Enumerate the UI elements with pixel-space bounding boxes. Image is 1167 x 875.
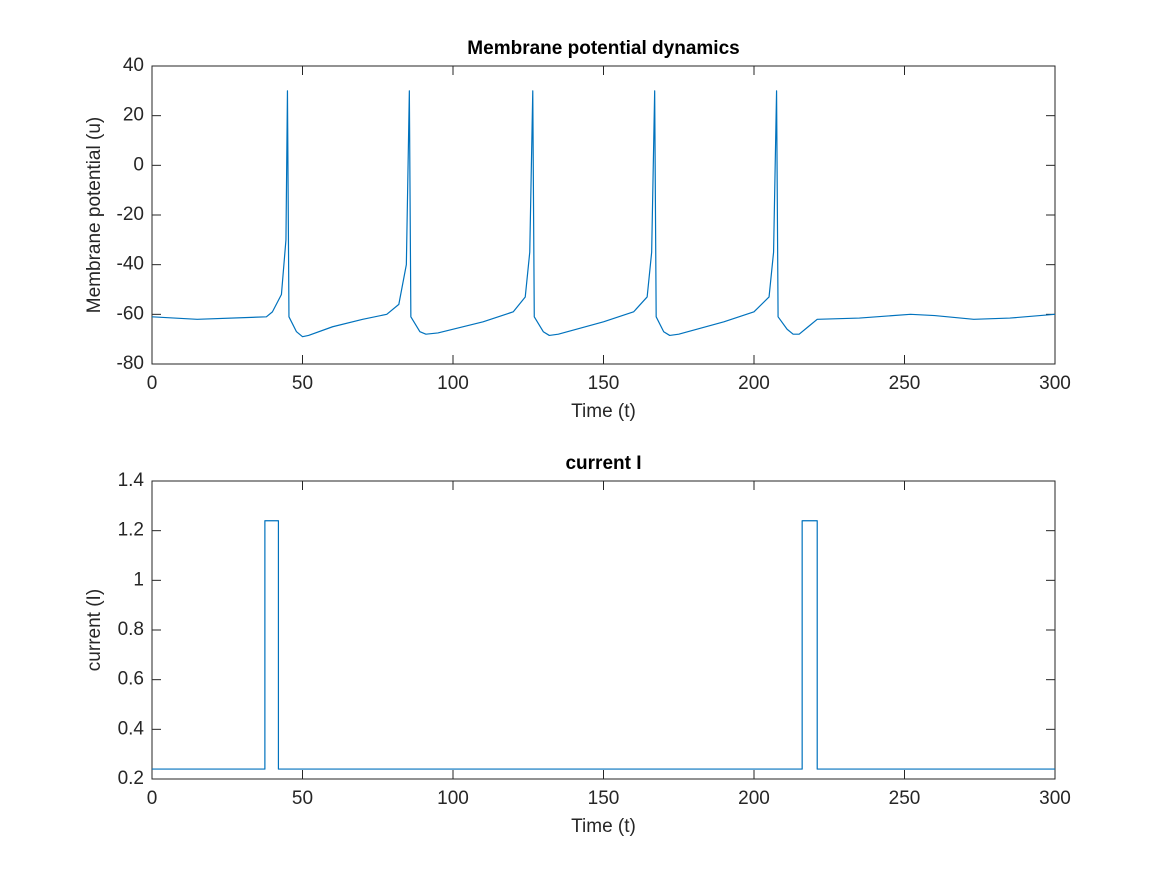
y-tick-label: 20 — [123, 105, 144, 126]
x-tick-label: 150 — [588, 373, 620, 394]
x-tick-label: 300 — [1039, 373, 1071, 394]
x-axis-label: Time (t) — [571, 401, 636, 422]
y-tick-label: -60 — [117, 303, 144, 324]
y-tick-label: 0.4 — [118, 718, 145, 739]
y-tick-label: 1.4 — [118, 470, 145, 491]
x-tick-label: 250 — [889, 373, 921, 394]
y-axis-label: current (I) — [84, 589, 105, 671]
x-tick-label: 300 — [1039, 788, 1071, 809]
data-line — [152, 520, 1055, 770]
x-tick-label: 100 — [437, 788, 469, 809]
y-axis-label: Membrane potential (u) — [84, 117, 105, 313]
y-tick-label: 1.2 — [118, 520, 144, 541]
data-line — [151, 90, 1056, 338]
y-tick-label: -40 — [117, 254, 144, 275]
y-tick-label: 0.8 — [118, 619, 144, 640]
chart-title: Membrane potential dynamics — [467, 38, 739, 59]
y-tick-label: 0.2 — [118, 768, 144, 789]
x-tick-label: 150 — [588, 788, 620, 809]
x-tick-label: 50 — [292, 373, 313, 394]
x-tick-label: 200 — [738, 373, 770, 394]
y-tick-label: 0.6 — [118, 669, 144, 690]
x-axis-label: Time (t) — [571, 816, 636, 837]
y-tick-label: 40 — [123, 55, 144, 76]
x-tick-label: 50 — [292, 788, 313, 809]
axes-box — [151, 480, 1056, 780]
x-tick-label: 0 — [147, 788, 158, 809]
y-tick-label: -20 — [117, 204, 144, 225]
x-tick-label: 100 — [437, 373, 469, 394]
x-tick-label: 200 — [738, 788, 770, 809]
y-tick-label: 1 — [133, 569, 144, 590]
y-tick-label: -80 — [117, 353, 144, 374]
x-tick-label: 0 — [147, 373, 158, 394]
x-tick-label: 250 — [889, 788, 921, 809]
chart-title: current I — [565, 453, 641, 474]
y-tick-label: 0 — [133, 154, 144, 175]
